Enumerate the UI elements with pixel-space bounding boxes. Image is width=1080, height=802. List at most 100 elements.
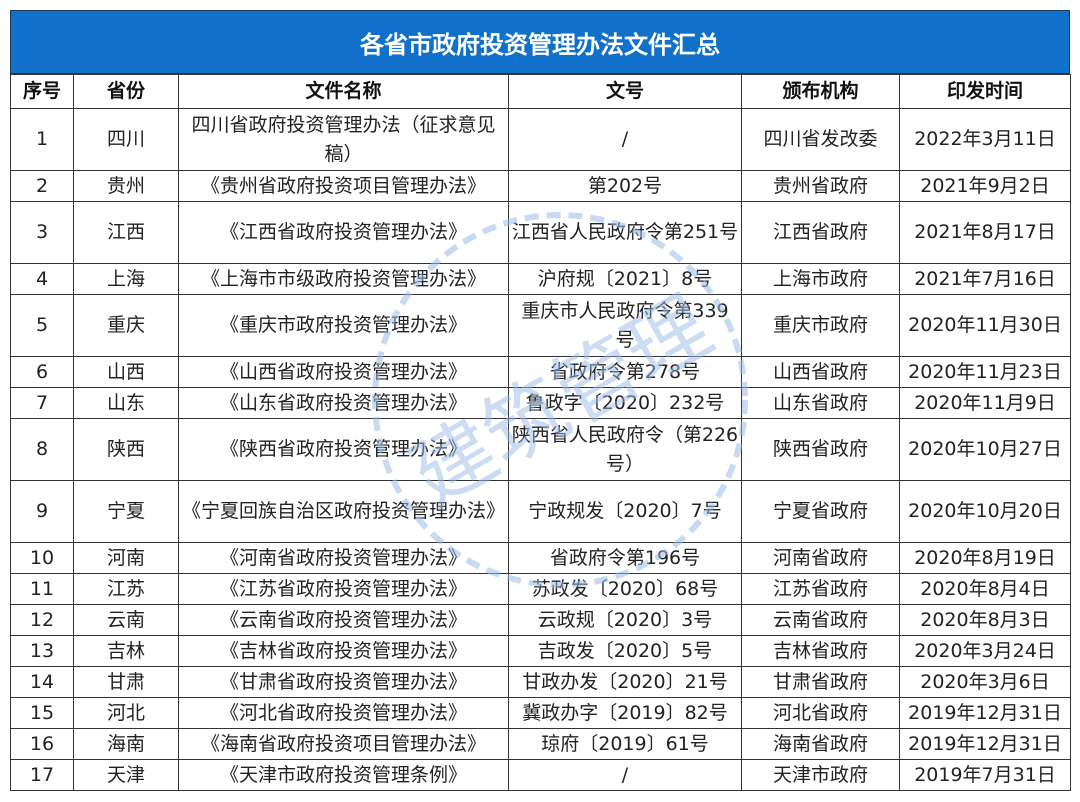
cell-issuer: 甘肃省政府 [741, 666, 900, 698]
cell-province: 云南 [73, 604, 179, 636]
table-row: 15 河北 《河北省政府投资管理办法》 冀政办字〔2019〕82号 河北省政府 2019年… [10, 697, 1071, 729]
header-province: 省份 [73, 74, 179, 109]
cell-no: 17 [10, 759, 74, 791]
header-date: 印发时间 [899, 74, 1071, 109]
table-row: 7 山东 《山东省政府投资管理办法》 鲁政字〔2020〕232号 山东省政府 2020年1… [10, 387, 1071, 419]
cell-date: 2020年8月4日 [899, 573, 1071, 605]
table-row: 14 甘肃 《甘肃省政府投资管理办法》 甘政办发〔2020〕21号 甘肃省政府 2020年… [10, 666, 1071, 698]
cell-doc-no: 云政规〔2020〕3号 [508, 604, 742, 636]
cell-no: 16 [10, 728, 74, 760]
cell-date: 2019年12月31日 [899, 728, 1071, 760]
header-name: 文件名称 [178, 74, 509, 109]
cell-issuer: 江西省政府 [741, 201, 900, 264]
cell-issuer: 陕西省政府 [741, 418, 900, 481]
cell-date: 2020年11月23日 [899, 356, 1071, 388]
cell-doc-no: 宁政规发〔2020〕7号 [508, 480, 742, 543]
cell-issuer: 天津市政府 [741, 759, 900, 791]
cell-name: 《天津市政府投资管理条例》 [178, 759, 509, 791]
cell-date: 2020年3月6日 [899, 666, 1071, 698]
cell-name: 《宁夏回族自治区政府投资管理办法》 [178, 480, 509, 543]
cell-issuer: 宁夏省政府 [741, 480, 900, 543]
cell-doc-no: 江西省人民政府令第251号 [508, 201, 742, 264]
cell-date: 2020年10月20日 [899, 480, 1071, 543]
cell-doc-no: 重庆市人民政府令第339 号 [508, 294, 742, 357]
cell-province: 重庆 [73, 294, 179, 357]
cell-issuer: 重庆市政府 [741, 294, 900, 357]
cell-issuer: 江苏省政府 [741, 573, 900, 605]
cell-date: 2020年10月27日 [899, 418, 1071, 481]
cell-doc-no: 鲁政字〔2020〕232号 [508, 387, 742, 419]
table-row: 4 上海 《上海市市级政府投资管理办法》 沪府规〔2021〕8号 上海市政府 2021年7… [10, 263, 1071, 295]
cell-name: 《山西省政府投资管理办法》 [178, 356, 509, 388]
header-no: 序号 [10, 74, 74, 109]
table-row: 17 天津 《天津市政府投资管理条例》 / 天津市政府 2019年7月31日 [10, 759, 1071, 791]
cell-name: 《河南省政府投资管理办法》 [178, 542, 509, 574]
cell-issuer: 贵州省政府 [741, 170, 900, 202]
cell-province: 甘肃 [73, 666, 179, 698]
cell-date: 2021年8月17日 [899, 201, 1071, 264]
cell-doc-no: 陕西省人民政府令（第226号） [508, 418, 742, 481]
cell-date: 2020年3月24日 [899, 635, 1071, 667]
policy-table: 序号 省份 文件名称 文号 颁布机构 印发时间 1 四川 四川省政府投资管理办法（征… [10, 74, 1071, 791]
cell-date: 2020年11月9日 [899, 387, 1071, 419]
cell-name: 《重庆市政府投资管理办法》 [178, 294, 509, 357]
table-row: 10 河南 《河南省政府投资管理办法》 省政府令第196号 河南省政府 2020年8月19… [10, 542, 1071, 574]
cell-name: 《贵州省政府投资项目管理办法》 [178, 170, 509, 202]
cell-no: 9 [10, 480, 74, 543]
table-row: 3 江西 《江西省政府投资管理办法》 江西省人民政府令第251号 江西省政府 2021年8… [10, 201, 1071, 264]
header-row: 序号 省份 文件名称 文号 颁布机构 印发时间 [10, 74, 1071, 109]
cell-province: 山东 [73, 387, 179, 419]
cell-province: 上海 [73, 263, 179, 295]
cell-no: 4 [10, 263, 74, 295]
cell-province: 河北 [73, 697, 179, 729]
cell-province: 海南 [73, 728, 179, 760]
table-row: 13 吉林 《吉林省政府投资管理办法》 吉政发〔2020〕5号 吉林省政府 2020年3月… [10, 635, 1071, 667]
cell-doc-no: 吉政发〔2020〕5号 [508, 635, 742, 667]
cell-doc-no: 冀政办字〔2019〕82号 [508, 697, 742, 729]
header-doc-no: 文号 [508, 74, 742, 109]
cell-no: 5 [10, 294, 74, 357]
cell-issuer: 河南省政府 [741, 542, 900, 574]
cell-issuer: 山西省政府 [741, 356, 900, 388]
cell-issuer: 吉林省政府 [741, 635, 900, 667]
cell-name: 《江苏省政府投资管理办法》 [178, 573, 509, 605]
table-title: 各省市政府投资管理办法文件汇总 [10, 10, 1070, 74]
cell-doc-no: 第202号 [508, 170, 742, 202]
table-row: 11 江苏 《江苏省政府投资管理办法》 苏政发〔2020〕68号 江苏省政府 2020年8… [10, 573, 1071, 605]
cell-no: 15 [10, 697, 74, 729]
cell-no: 6 [10, 356, 74, 388]
cell-issuer: 河北省政府 [741, 697, 900, 729]
cell-doc-no: 省政府令第278号 [508, 356, 742, 388]
cell-date: 2020年8月19日 [899, 542, 1071, 574]
cell-no: 1 [10, 108, 74, 171]
cell-province: 四川 [73, 108, 179, 171]
cell-no: 2 [10, 170, 74, 202]
cell-name: 《海南省政府投资项目管理办法》 [178, 728, 509, 760]
cell-name: 《甘肃省政府投资管理办法》 [178, 666, 509, 698]
cell-name: 《吉林省政府投资管理办法》 [178, 635, 509, 667]
cell-doc-no: 省政府令第196号 [508, 542, 742, 574]
cell-province: 天津 [73, 759, 179, 791]
table-row: 6 山西 《山西省政府投资管理办法》 省政府令第278号 山西省政府 2020年11月23… [10, 356, 1071, 388]
cell-no: 13 [10, 635, 74, 667]
cell-province: 陕西 [73, 418, 179, 481]
cell-province: 贵州 [73, 170, 179, 202]
cell-issuer: 山东省政府 [741, 387, 900, 419]
table-row: 8 陕西 《陕西省政府投资管理办法》 陕西省人民政府令（第226号） 陕西省政府 2020… [10, 418, 1071, 481]
cell-date: 2020年11月30日 [899, 294, 1071, 357]
cell-province: 山西 [73, 356, 179, 388]
cell-province: 江苏 [73, 573, 179, 605]
table-row: 2 贵州 《贵州省政府投资项目管理办法》 第202号 贵州省政府 2021年9月2日 [10, 170, 1071, 202]
cell-date: 2020年8月3日 [899, 604, 1071, 636]
cell-date: 2019年7月31日 [899, 759, 1071, 791]
cell-province: 河南 [73, 542, 179, 574]
cell-issuer: 海南省政府 [741, 728, 900, 760]
document-table-container: 各省市政府投资管理办法文件汇总 序号 省份 文件名称 文号 颁布机构 印发时间 … [10, 10, 1071, 791]
cell-doc-no: 琼府〔2019〕61号 [508, 728, 742, 760]
cell-doc-no: 苏政发〔2020〕68号 [508, 573, 742, 605]
cell-issuer: 四川省发改委 [741, 108, 900, 171]
cell-province: 江西 [73, 201, 179, 264]
cell-date: 2019年12月31日 [899, 697, 1071, 729]
cell-issuer: 云南省政府 [741, 604, 900, 636]
table-row: 5 重庆 《重庆市政府投资管理办法》 重庆市人民政府令第339 号重庆市政府 2020年… [10, 294, 1071, 357]
